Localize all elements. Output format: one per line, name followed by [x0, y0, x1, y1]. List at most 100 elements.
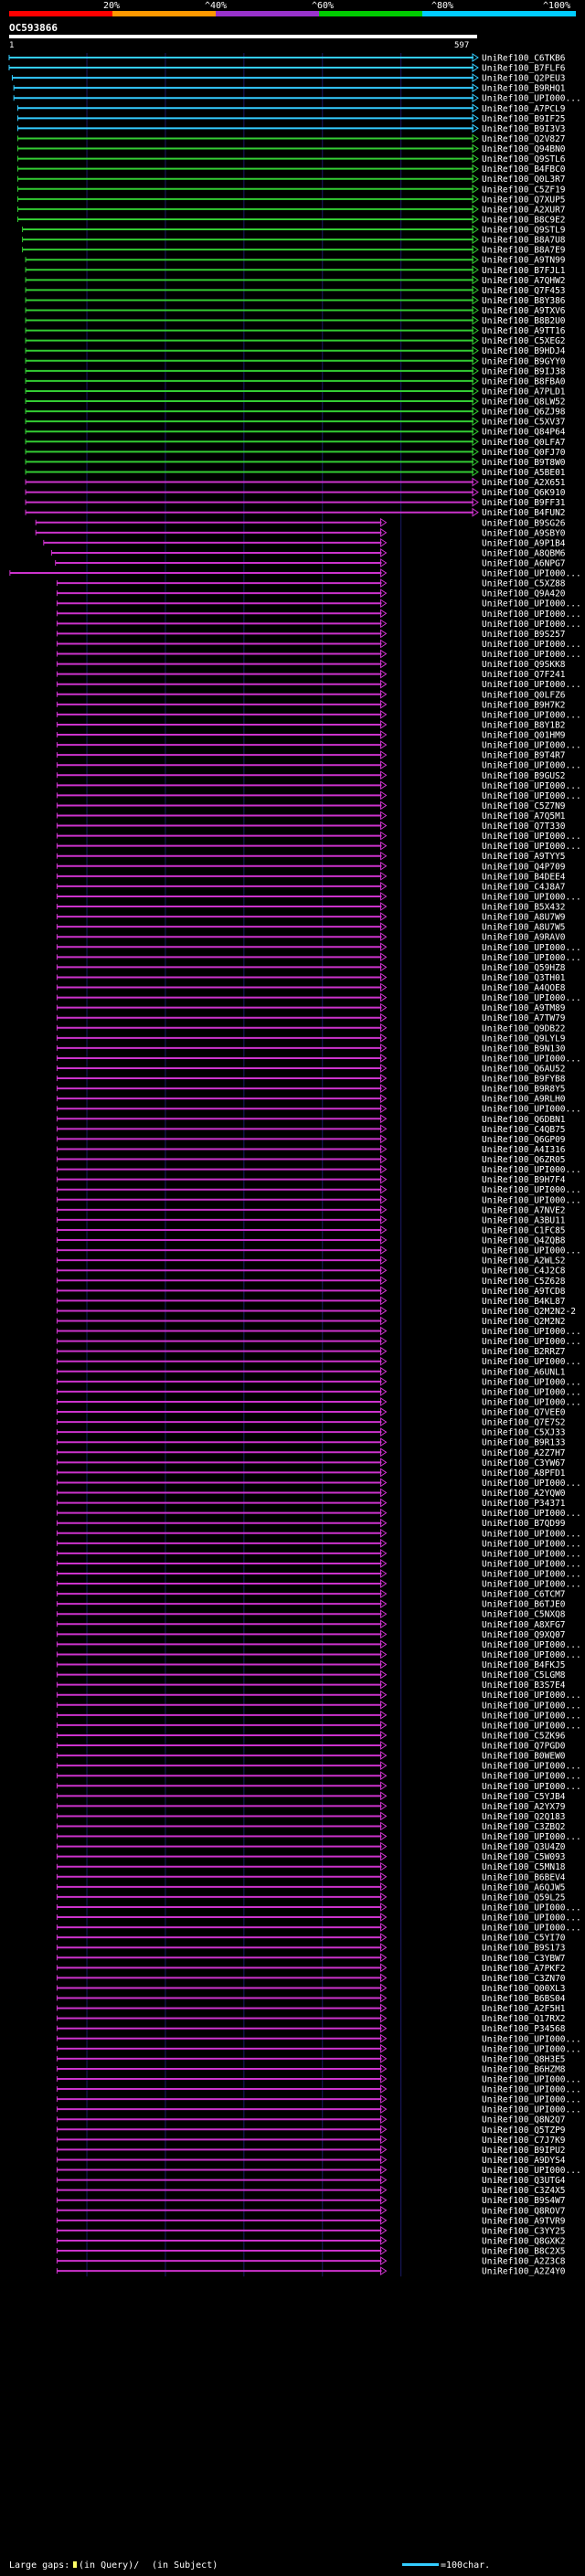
hit-row[interactable]: UniRef100_B9S4W7 [56, 2195, 566, 2206]
hit-row[interactable]: UniRef100_UPI000... [56, 831, 581, 842]
hit-label[interactable]: UniRef100_B9S173 [482, 1944, 566, 1954]
hit-row[interactable]: UniRef100_C5XJ33 [56, 1427, 566, 1438]
hit-row[interactable]: UniRef100_UPI000... [56, 992, 581, 1003]
hit-label[interactable]: UniRef100_B9RHQ1 [482, 84, 566, 94]
hit-label[interactable]: UniRef100_UPI000... [482, 2034, 581, 2044]
hit-label[interactable]: UniRef100_B8Y1B2 [482, 720, 566, 730]
hit-row[interactable]: UniRef100_B9R133 [56, 1437, 566, 1448]
hit-label[interactable]: UniRef100_C5YI70 [482, 1934, 566, 1944]
hit-row[interactable]: UniRef100_UPI000... [13, 93, 581, 104]
hit-row[interactable]: UniRef100_A8XFG7 [56, 1619, 566, 1630]
hit-row[interactable]: UniRef100_Q6ZR05 [56, 1154, 566, 1165]
hit-label[interactable]: UniRef100_B9S4W7 [482, 2196, 566, 2206]
hit-row[interactable]: UniRef100_UPI000... [56, 1771, 581, 1782]
hit-label[interactable]: UniRef100_C4J8A7 [482, 882, 566, 892]
hit-label[interactable]: UniRef100_B6BEV4 [482, 1872, 566, 1882]
hit-row[interactable]: UniRef100_Q9STL6 [16, 154, 566, 164]
hit-label[interactable]: UniRef100_UPI000... [482, 781, 581, 791]
hit-label[interactable]: UniRef100_UPI000... [482, 1479, 581, 1489]
hit-label[interactable]: UniRef100_UPI000... [482, 569, 581, 579]
hit-label[interactable]: UniRef100_UPI000... [482, 620, 581, 630]
hit-label[interactable]: UniRef100_A2Z7H7 [482, 1448, 566, 1458]
hit-row[interactable]: UniRef100_C3YBW7 [56, 1953, 566, 1964]
hit-row[interactable]: UniRef100_UPI000... [56, 1649, 581, 1660]
hit-row[interactable]: UniRef100_UPI000... [56, 1559, 581, 1569]
hit-row[interactable]: UniRef100_B2RRZ7 [56, 1346, 566, 1357]
hit-label[interactable]: UniRef100_B4FUN2 [482, 508, 566, 518]
hit-label[interactable]: UniRef100_UPI000... [482, 1185, 581, 1195]
hit-row[interactable]: UniRef100_A8QBM6 [50, 548, 566, 558]
hit-row[interactable]: UniRef100_B4KL87 [56, 1296, 566, 1307]
hit-label[interactable]: UniRef100_B0WEW0 [482, 1752, 566, 1762]
hit-label[interactable]: UniRef100_Q9LYL9 [482, 1034, 566, 1044]
hit-row[interactable]: UniRef100_UPI000... [56, 2043, 581, 2054]
hit-row[interactable]: UniRef100_A6QJW5 [56, 1882, 566, 1892]
hit-label[interactable]: UniRef100_A7Q5M1 [482, 811, 566, 822]
hit-label[interactable]: UniRef100_Q4ZQB8 [482, 1236, 566, 1246]
hit-label[interactable]: UniRef100_C5NXQ8 [482, 1610, 566, 1620]
hit-row[interactable]: UniRef100_UPI000... [56, 619, 581, 630]
hit-row[interactable]: UniRef100_B6TJE0 [56, 1599, 566, 1610]
hit-label[interactable]: UniRef100_Q8LW52 [482, 398, 566, 408]
hit-label[interactable]: UniRef100_C3ZBQ2 [482, 1822, 566, 1832]
hit-row[interactable]: UniRef100_A9TT16 [25, 325, 566, 336]
hit-label[interactable]: UniRef100_A8U7W9 [482, 913, 566, 923]
hit-row[interactable]: UniRef100_UPI000... [56, 709, 581, 720]
hit-label[interactable]: UniRef100_A9SBY0 [482, 528, 566, 538]
hit-row[interactable]: UniRef100_B9S257 [56, 629, 566, 640]
hit-label[interactable]: UniRef100_P34371 [482, 1499, 566, 1509]
hit-label[interactable]: UniRef100_UPI000... [482, 1832, 581, 1842]
hit-row[interactable]: UniRef100_UPI000... [56, 1386, 581, 1397]
hit-row[interactable]: UniRef100_A7PCL9 [16, 103, 566, 114]
hit-label[interactable]: UniRef100_UPI000... [482, 1397, 581, 1407]
hit-row[interactable]: UniRef100_A2YQW0 [56, 1488, 566, 1499]
hit-row[interactable]: UniRef100_A5BE01 [25, 467, 566, 478]
hit-label[interactable]: UniRef100_Q8H3E5 [482, 2054, 566, 2064]
hit-row[interactable]: UniRef100_B7FJL1 [25, 265, 566, 276]
hit-label[interactable]: UniRef100_UPI000... [482, 650, 581, 660]
hit-row[interactable]: UniRef100_A9TN99 [25, 255, 566, 266]
hit-row[interactable]: UniRef100_Q9A420 [56, 588, 566, 599]
hit-label[interactable]: UniRef100_C5MN18 [482, 1862, 566, 1872]
hit-label[interactable]: UniRef100_Q7PGD0 [482, 1742, 566, 1752]
hit-label[interactable]: UniRef100_C3Z4X5 [482, 2186, 566, 2196]
hit-row[interactable]: UniRef100_UPI000... [56, 952, 581, 963]
hit-row[interactable]: UniRef100_A7Q5M1 [56, 811, 566, 822]
hit-row[interactable]: UniRef100_UPI000... [56, 1397, 581, 1407]
hit-row[interactable]: UniRef100_UPI000... [56, 780, 581, 791]
hit-row[interactable]: UniRef100_Q3U4Z0 [56, 1841, 566, 1852]
hit-label[interactable]: UniRef100_B9S257 [482, 630, 566, 640]
hit-label[interactable]: UniRef100_B8A7U8 [482, 236, 566, 246]
hit-row[interactable]: UniRef100_B9T4R7 [56, 750, 566, 761]
hit-label[interactable]: UniRef100_UPI000... [482, 1195, 581, 1205]
hit-row[interactable]: UniRef100_B9H7K2 [56, 699, 566, 710]
hit-label[interactable]: UniRef100_Q0LFA7 [482, 438, 566, 448]
hit-row[interactable]: UniRef100_C3YY25 [56, 2225, 566, 2236]
hit-row[interactable]: UniRef100_B4DEE4 [56, 871, 566, 882]
hit-row[interactable]: UniRef100_UPI000... [56, 1903, 581, 1913]
hit-label[interactable]: UniRef100_Q17RX2 [482, 2014, 566, 2024]
hit-label[interactable]: UniRef100_B6HZM8 [482, 2064, 566, 2074]
hit-row[interactable]: UniRef100_Q6AU52 [56, 1064, 566, 1075]
hit-label[interactable]: UniRef100_P34568 [482, 2024, 566, 2034]
hit-row[interactable]: UniRef100_Q8LW52 [25, 397, 566, 408]
hit-label[interactable]: UniRef100_Q9STL9 [482, 226, 566, 236]
hit-label[interactable]: UniRef100_UPI000... [482, 599, 581, 610]
hit-label[interactable]: UniRef100_A9P1B4 [482, 538, 566, 548]
hit-row[interactable]: UniRef100_C6TCM7 [56, 1589, 566, 1600]
hit-label[interactable]: UniRef100_UPI000... [482, 2085, 581, 2095]
hit-row[interactable]: UniRef100_B8Y1B2 [56, 720, 566, 730]
hit-label[interactable]: UniRef100_B9R8Y5 [482, 1085, 566, 1095]
hit-label[interactable]: UniRef100_A4QOE8 [482, 983, 566, 993]
hit-row[interactable]: UniRef100_UPI000... [56, 1246, 581, 1256]
hit-label[interactable]: UniRef100_A2WLS2 [482, 1256, 566, 1267]
hit-label[interactable]: UniRef100_UPI000... [482, 1924, 581, 1934]
hit-label[interactable]: UniRef100_UPI000... [482, 1701, 581, 1711]
hit-row[interactable]: UniRef100_C5Z7N9 [56, 800, 566, 811]
hit-row[interactable]: UniRef100_A9TM89 [56, 1002, 566, 1013]
hit-row[interactable]: UniRef100_C5XV37 [25, 417, 566, 428]
hit-row[interactable]: UniRef100_UPI000... [56, 942, 581, 953]
hit-row[interactable]: UniRef100_A7TW79 [56, 1012, 566, 1023]
hit-row[interactable]: UniRef100_UPI000... [56, 2084, 581, 2095]
hit-label[interactable]: UniRef100_C5XJ33 [482, 1428, 566, 1438]
